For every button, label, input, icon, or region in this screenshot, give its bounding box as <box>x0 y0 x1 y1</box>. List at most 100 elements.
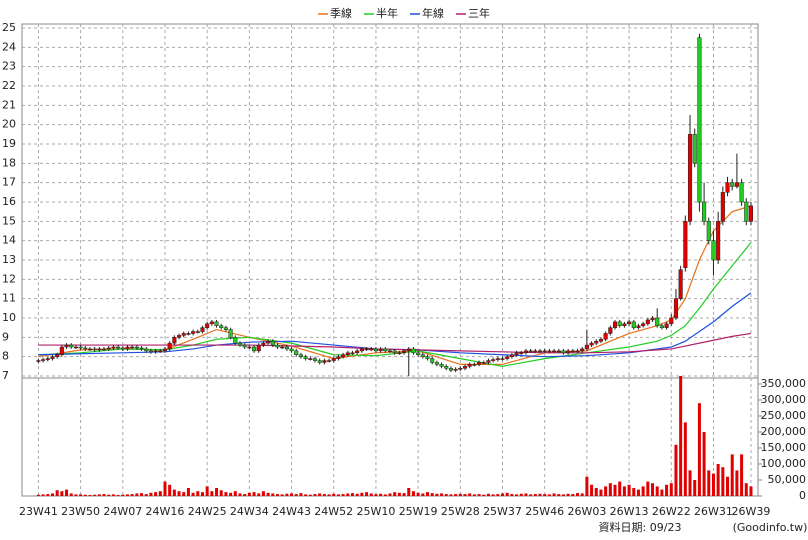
volume-bar <box>149 492 153 496</box>
candle-body <box>97 348 102 351</box>
candle-body <box>64 344 69 348</box>
volume-bar <box>740 454 744 496</box>
volume-bar <box>533 494 537 496</box>
volume-bar <box>55 490 59 496</box>
volume-bar <box>599 489 603 496</box>
volume-bar <box>716 464 720 496</box>
candle-body <box>331 358 336 361</box>
volume-bar <box>449 494 453 496</box>
volume-bar <box>688 470 692 496</box>
volume-bar <box>172 489 176 496</box>
candle-body <box>69 344 74 348</box>
candle-body <box>683 221 688 268</box>
candle-body <box>608 327 613 334</box>
volume-bar <box>158 491 162 496</box>
volume-bar <box>472 494 476 496</box>
candle-body <box>378 348 383 352</box>
volume-bar <box>669 483 673 496</box>
volume-bar <box>613 484 617 496</box>
volume-bar <box>355 493 359 496</box>
candle-body <box>181 333 186 336</box>
candle-body <box>472 364 477 366</box>
candle-body <box>153 350 158 353</box>
candle-body <box>617 321 622 326</box>
x-tick-label: 24W25 <box>188 505 227 518</box>
candle-body <box>364 348 369 351</box>
volume-bar <box>749 486 753 496</box>
y-tick-label: 11 <box>2 292 16 305</box>
volume-bar <box>252 492 256 496</box>
volume-bar <box>36 494 40 496</box>
volume-bar <box>379 493 383 496</box>
volume-bar <box>501 493 505 496</box>
candle-body <box>252 346 257 352</box>
y2-tick-label: 250,000 <box>761 409 807 422</box>
candle-body <box>92 348 97 351</box>
volume-bar <box>632 488 636 496</box>
volume-bar <box>646 481 650 496</box>
candle-body <box>692 134 697 164</box>
candle-body <box>702 201 707 222</box>
volume-bar <box>622 486 626 496</box>
candle-body <box>528 350 533 353</box>
ma-line <box>38 205 752 365</box>
candle-body <box>317 360 322 363</box>
candle-body <box>519 352 524 355</box>
volume-bar <box>388 493 392 496</box>
candle-body <box>139 347 144 350</box>
volume-bar <box>482 494 486 496</box>
candle-body <box>556 350 561 353</box>
candle-body <box>87 348 93 351</box>
candle-body <box>500 358 505 360</box>
volume-bar <box>257 493 261 496</box>
candle-body <box>392 350 397 354</box>
volume-bar <box>416 492 420 496</box>
volume-bar <box>210 491 214 496</box>
volume-bar <box>580 493 584 496</box>
volume-bar <box>350 493 354 496</box>
volume-bar <box>196 491 200 496</box>
candle-body <box>509 354 514 357</box>
volume-bar <box>285 493 289 496</box>
x-tick-label: 24W43 <box>272 505 311 518</box>
candle-body <box>706 221 711 241</box>
candle-body <box>402 350 407 354</box>
volume-bar <box>125 494 129 496</box>
volume-bar <box>299 493 303 496</box>
volume-bar <box>191 492 195 496</box>
volume-bar <box>154 492 158 496</box>
candle-body <box>411 348 416 354</box>
volume-bar <box>247 492 251 496</box>
volume-bar <box>215 488 219 496</box>
volume-bar <box>538 493 542 496</box>
candle-body <box>491 359 496 361</box>
candle-body <box>645 319 650 325</box>
volume-bar <box>177 491 181 496</box>
volume-bar <box>585 476 589 496</box>
volume-bar <box>735 470 739 496</box>
x-tick-label: 25W19 <box>399 505 438 518</box>
candle-body <box>580 348 585 352</box>
ma-line <box>38 292 752 358</box>
candle-body <box>594 340 599 344</box>
candle-body <box>570 350 575 353</box>
candle-body <box>730 182 735 187</box>
candle-body <box>345 352 350 355</box>
y2-tick-label: 0 <box>799 489 806 502</box>
candle-body <box>477 362 482 365</box>
candle-body <box>734 182 739 187</box>
candle-body <box>716 221 721 261</box>
volume-bar <box>50 493 54 496</box>
volume-bar <box>444 494 448 496</box>
volume-bar <box>660 489 664 496</box>
candle-body <box>369 348 374 351</box>
candle-body <box>205 323 210 328</box>
volume-bar <box>393 492 397 496</box>
candle-body <box>664 323 669 328</box>
volume-bar <box>65 489 69 496</box>
volume-bar <box>365 492 369 496</box>
candle-body <box>533 350 538 353</box>
x-tick-label: 24W16 <box>146 505 185 518</box>
volume-bar <box>665 484 669 496</box>
volume-bar <box>524 493 528 496</box>
